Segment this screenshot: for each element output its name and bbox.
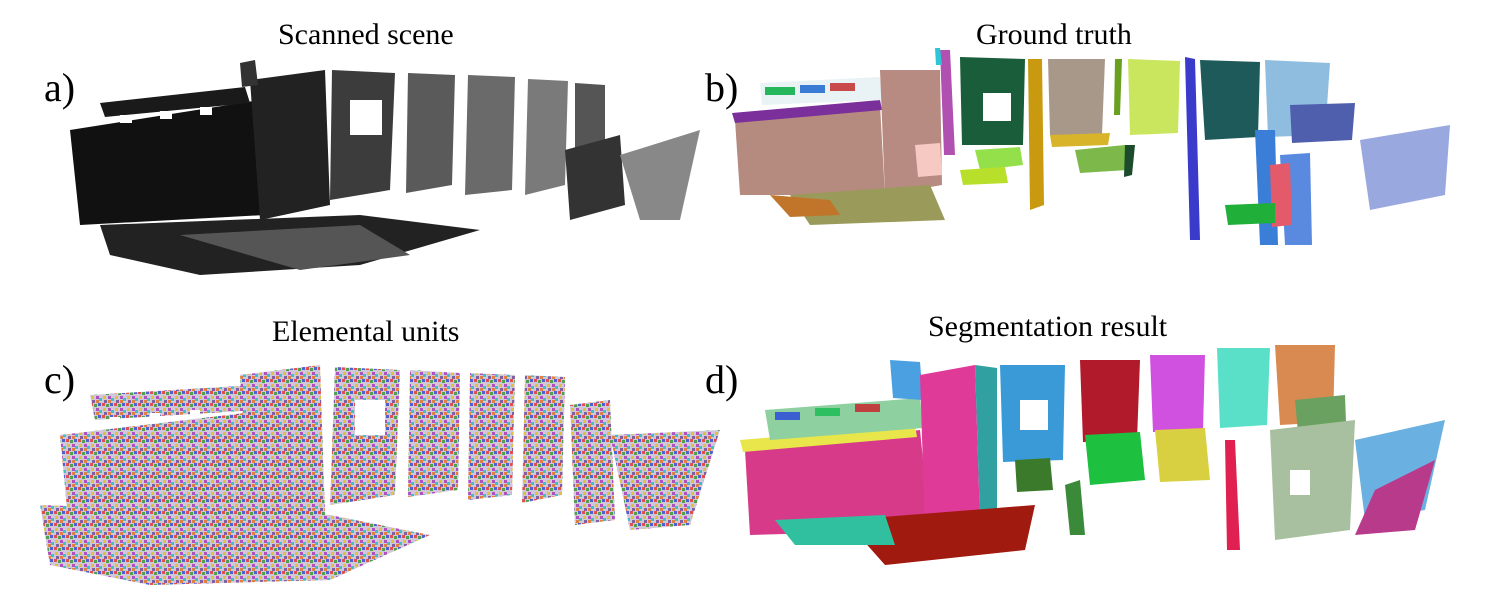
- segmentation-result-point-cloud: [740, 345, 1445, 565]
- panel-title: Elemental units: [272, 315, 460, 348]
- panel-title: Scanned scene: [278, 18, 454, 51]
- panel-letter: a): [44, 65, 76, 110]
- panel-letter: d): [705, 357, 739, 402]
- elemental-units-point-cloud: [40, 365, 720, 585]
- panel-title: Ground truth: [976, 18, 1132, 51]
- panel-letter: b): [705, 65, 739, 110]
- scanned-scene-point-cloud: [70, 60, 700, 275]
- panel-letter: c): [44, 357, 76, 402]
- ground-truth-segmentation: [732, 48, 1450, 245]
- panel-title: Segmentation result: [928, 310, 1168, 343]
